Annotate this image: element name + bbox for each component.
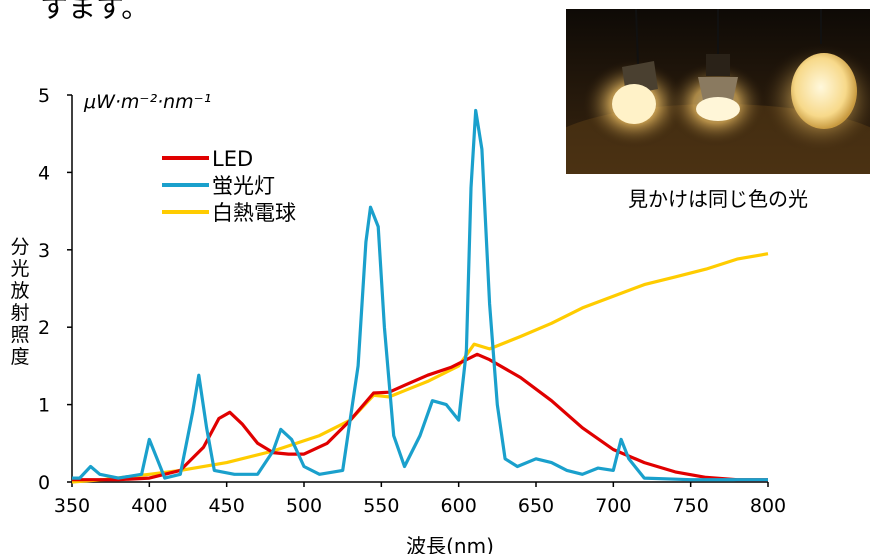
y-tick-label: 2 <box>38 317 50 339</box>
x-tick-label: 400 <box>131 495 167 517</box>
x-axis-label: 波長(nm) <box>406 534 494 554</box>
legend-label: 蛍光灯 <box>212 174 275 198</box>
page-text-fragment: すます。 <box>40 0 150 24</box>
lamp-photo-illustration <box>566 9 870 174</box>
x-tick-label: 650 <box>518 495 554 517</box>
x-tick-label: 550 <box>363 495 399 517</box>
series-line-2 <box>71 252 769 484</box>
x-tick-label: 700 <box>595 495 631 517</box>
unit-label: μW·m⁻²·nm⁻¹ <box>83 91 211 113</box>
x-tick-label: 500 <box>286 495 322 517</box>
x-tick-label: 750 <box>673 495 709 517</box>
series-layer <box>71 108 769 484</box>
lamp-photo <box>566 9 870 174</box>
x-tick-label: 800 <box>750 495 786 517</box>
x-tick-label: 350 <box>54 495 90 517</box>
y-axis-label: 分光放射照度 <box>10 236 30 368</box>
y-tick-label: 0 <box>38 472 50 494</box>
x-tick-label: 600 <box>441 495 477 517</box>
y-tick-label: 5 <box>38 85 50 107</box>
photo-caption: 見かけは同じ色の光 <box>628 187 808 211</box>
legend-label: LED <box>212 147 253 171</box>
x-tick-label: 450 <box>209 495 245 517</box>
axes: 0 1 2 3 4 5 350 400 450 500 550 600 650 700 750 800 <box>38 85 786 517</box>
y-tick-label: 4 <box>38 162 50 184</box>
y-tick-label: 1 <box>38 395 50 417</box>
series-line-1 <box>72 108 768 482</box>
legend-label: 白熱電球 <box>212 201 296 225</box>
y-tick-label: 3 <box>38 240 50 262</box>
series-line-0 <box>72 352 768 482</box>
